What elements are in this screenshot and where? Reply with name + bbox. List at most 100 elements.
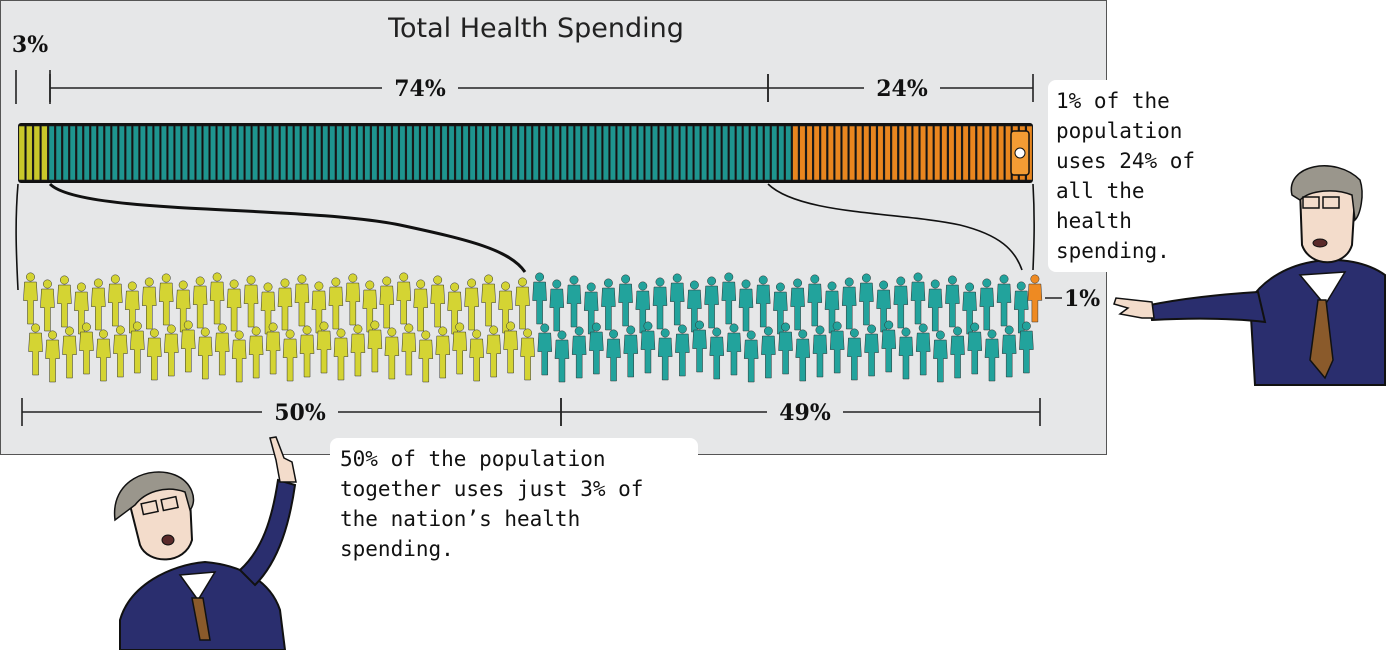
- spending-bar-2-67: [511, 125, 518, 181]
- spending-bar-2-65: [497, 125, 504, 181]
- person-head: [183, 320, 193, 330]
- spending-bar-2-73: [553, 125, 560, 181]
- spending-bar-2-68: [518, 125, 525, 181]
- spending-bar-2-61: [469, 125, 476, 181]
- spending-bar-2-19: [174, 125, 181, 181]
- person-2-1-28: [996, 274, 1012, 327]
- spending-bar-3-2: [799, 125, 806, 181]
- person-1-2-23: [401, 323, 417, 376]
- spending-bar-2-23: [202, 125, 210, 181]
- person-head: [48, 330, 57, 340]
- person-body: [704, 285, 719, 329]
- person-1-2-29: [503, 321, 518, 374]
- spending-bar-3-7: [834, 125, 841, 181]
- person-1-2-10: [181, 320, 196, 373]
- person-body: [316, 330, 332, 374]
- spending-bar-2-38: [308, 125, 315, 181]
- person-body: [847, 337, 862, 381]
- person-body: [881, 329, 897, 373]
- spending-bar-3-23: [948, 125, 955, 181]
- person-1-2-27: [469, 329, 484, 382]
- person-body: [915, 332, 931, 376]
- person-head: [217, 323, 227, 333]
- spending-bar-2-84: [630, 125, 637, 181]
- person-head: [729, 323, 739, 333]
- person-body: [841, 286, 857, 330]
- spending-bar-2-25: [217, 125, 224, 181]
- person-body: [209, 281, 225, 325]
- person-head: [574, 326, 584, 336]
- person-body: [401, 332, 417, 376]
- person-head: [26, 272, 35, 282]
- spending-segment-1: [18, 125, 48, 181]
- person-head: [1004, 325, 1014, 335]
- spending-bar-2-56: [434, 125, 441, 181]
- person-1-2-6: [113, 325, 128, 378]
- person-head: [144, 277, 154, 287]
- person-2-2-13: [743, 330, 759, 383]
- person-1-1-17: [294, 274, 310, 327]
- person-head: [643, 321, 653, 331]
- person-body: [113, 334, 128, 378]
- population-group-3: [1027, 274, 1043, 323]
- person-body: [554, 339, 570, 383]
- person-1-1-12: [209, 272, 225, 325]
- person-body: [158, 282, 174, 326]
- spending-bar-2-6: [83, 125, 90, 181]
- person-2-2-6: [623, 325, 639, 378]
- person-head: [660, 328, 670, 338]
- person-1-2-17: [299, 325, 315, 378]
- person-1-1-19: [328, 277, 344, 330]
- person-head: [569, 275, 579, 285]
- person-body: [62, 335, 77, 379]
- person-1-2-11: [197, 327, 213, 380]
- spending-bar-2-51: [399, 125, 406, 181]
- person-1-2-20: [350, 324, 366, 377]
- person-body: [384, 336, 400, 380]
- person-head: [815, 325, 825, 335]
- spending-bar-2-77: [581, 125, 588, 181]
- person-1-1-1: [23, 272, 38, 325]
- chart-panel: Total Health Spending: [0, 0, 1107, 455]
- spending-bar-2-91: [680, 125, 687, 181]
- person-body: [96, 338, 111, 382]
- spending-bar-3-27: [976, 125, 983, 181]
- person-body: [520, 337, 535, 381]
- spending-bar-2-33: [273, 125, 280, 181]
- person-head: [523, 328, 533, 338]
- spending-bar-3-25: [962, 125, 969, 181]
- person-1-1-26: [447, 282, 462, 335]
- spending-bar-1-2: [26, 125, 33, 181]
- spending-bar-2-105: [778, 125, 785, 181]
- spending-bar-2-31: [259, 125, 266, 181]
- spending-bar-2-104: [771, 125, 778, 181]
- spending-bar-2-76: [574, 125, 581, 181]
- spending-bar-2-11: [118, 125, 125, 181]
- person-body: [721, 281, 737, 325]
- person-head: [353, 324, 363, 334]
- person-head: [268, 322, 278, 332]
- person-2-2-27: [984, 329, 1000, 382]
- spending-bar-2-13: [132, 125, 139, 181]
- person-head: [832, 321, 842, 331]
- spending-bar-2-99: [736, 125, 743, 181]
- person-body: [984, 338, 1000, 382]
- person-head: [987, 329, 997, 339]
- person-head: [746, 330, 756, 340]
- person-head: [867, 324, 877, 334]
- person-2-1-20: [859, 273, 874, 326]
- spending-bar-2-58: [448, 125, 455, 181]
- person-head: [65, 326, 74, 336]
- person-head: [609, 329, 619, 339]
- person-2-2-4: [589, 322, 604, 375]
- spending-bar-2-90: [673, 125, 680, 181]
- person-body: [795, 338, 811, 382]
- person-1-1-15: [260, 282, 276, 335]
- person-1-2-21: [367, 320, 383, 373]
- label-spending-24: 24%: [876, 76, 928, 102]
- person-2-1-14: [755, 275, 771, 328]
- spending-bar-2-81: [609, 125, 616, 181]
- spending-bar-2-27: [231, 125, 238, 181]
- spending-bar-2-98: [729, 125, 736, 181]
- spending-bar-2-86: [644, 125, 651, 181]
